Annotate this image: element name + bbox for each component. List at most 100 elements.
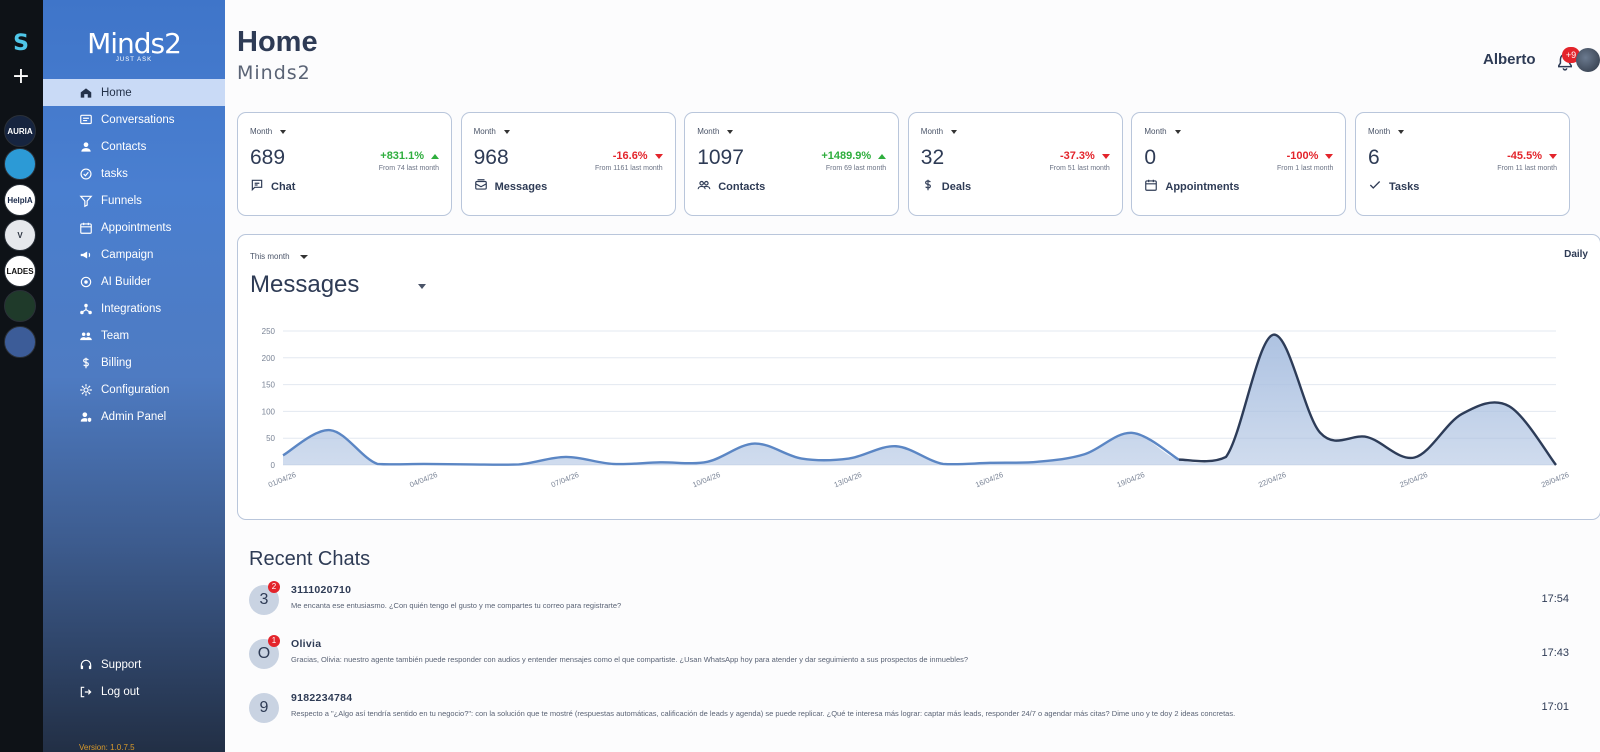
period-select[interactable]: Month xyxy=(1368,127,1405,136)
sidebar-item-billing[interactable]: Billing xyxy=(43,349,225,376)
stat-cards: Month 689 +831.1% From 74 last month Chat Mon… xyxy=(237,112,1600,216)
brand-name: Minds2 xyxy=(87,27,182,60)
sidebar-item-label: Log out xyxy=(101,685,140,698)
stat-label: Tasks xyxy=(1368,178,1419,195)
version-label: Version: 1.0.7.5 xyxy=(79,743,135,752)
stat-label-text: Contacts xyxy=(718,180,766,193)
sidebar-item-label: Home xyxy=(101,86,132,99)
stat-delta: +1489.9% xyxy=(821,150,887,162)
dollar-icon xyxy=(79,356,93,370)
period-select[interactable]: Month xyxy=(1144,127,1181,136)
period-select[interactable]: Month xyxy=(921,127,958,136)
chat-time: 17:54 xyxy=(1541,593,1569,605)
granularity-toggle[interactable]: Daily xyxy=(1564,249,1588,260)
sidebar-item-conversations[interactable]: Conversations xyxy=(43,106,225,133)
stat-comparison: From 1161 last month xyxy=(595,165,663,172)
trend-down-icon xyxy=(1101,153,1110,159)
calendar-icon xyxy=(79,221,93,235)
sidebar-item-label: Admin Panel xyxy=(101,410,167,423)
workspace-avatar[interactable]: LADES xyxy=(4,255,36,287)
stat-value: 32 xyxy=(920,146,945,169)
stat-comparison: From 51 last month xyxy=(1049,165,1110,172)
add-workspace-button[interactable]: + xyxy=(11,64,31,89)
stat-value: 968 xyxy=(473,146,509,169)
stat-card-messages[interactable]: Month 968 -16.6% From 1161 last month Messag… xyxy=(460,112,676,216)
stat-delta-value: +1489.9% xyxy=(821,150,872,162)
area-fill xyxy=(283,334,1556,465)
stat-label: Appointments xyxy=(1144,178,1239,195)
stat-comparison: From 69 last month xyxy=(825,165,887,172)
chat-time: 17:01 xyxy=(1541,701,1569,713)
stat-delta-value: -45.5% xyxy=(1507,150,1542,162)
brand-logo[interactable]: Minds2 JUST ASK xyxy=(43,27,225,64)
stat-label-text: Tasks xyxy=(1389,180,1420,193)
conversations-icon xyxy=(79,113,93,127)
y-tick-label: 100 xyxy=(262,407,276,416)
avatar[interactable] xyxy=(1576,48,1600,72)
chat-list-item[interactable]: 3 2 3111020710 Me encanta ese entusiasmo. ¿… xyxy=(249,581,1569,628)
workspace-rail: S + AURIA HelpIA V LADES xyxy=(0,0,43,752)
stat-card-deals[interactable]: Month 32 -37.3% From 51 last month Deals xyxy=(907,112,1123,216)
chevron-down-icon xyxy=(1174,129,1181,134)
sidebar-item-label: Campaign xyxy=(101,248,154,261)
workspace-avatar[interactable]: AURIA xyxy=(4,115,36,147)
stat-label: Contacts xyxy=(697,178,765,195)
sidebar-item-configuration[interactable]: Configuration xyxy=(43,376,225,403)
sidebar-item-admin-panel[interactable]: Admin Panel xyxy=(43,403,225,430)
sidebar-item-integrations[interactable]: Integrations xyxy=(43,295,225,322)
chevron-down-icon xyxy=(1398,129,1405,134)
page-title: Home xyxy=(237,26,318,58)
sidebar-item-appointments[interactable]: Appointments xyxy=(43,214,225,241)
stat-delta: +831.1% xyxy=(380,150,439,162)
stat-delta: -45.5% xyxy=(1507,150,1557,162)
sidebar-item-tasks[interactable]: tasks xyxy=(43,160,225,187)
range-select[interactable]: This month xyxy=(250,252,308,261)
sidebar-item-funnels[interactable]: Funnels xyxy=(43,187,225,214)
period-label: Month xyxy=(1144,127,1167,136)
user-name[interactable]: Alberto xyxy=(1483,51,1536,68)
sidebar-nav: Home Conversations Contacts tasks Funnels App… xyxy=(43,79,225,430)
stat-value: 1097 xyxy=(697,146,744,169)
sidebar-item-campaign[interactable]: Campaign xyxy=(43,241,225,268)
messages-chart: 0 50 100 150 200 250 01/04/26 04/04/26 07/04/26 1… xyxy=(262,327,1571,489)
stat-card-contacts[interactable]: Month 1097 +1489.9% From 69 last month Conta… xyxy=(684,112,900,216)
chat-name: 3111020710 xyxy=(291,584,352,596)
workspace-avatar[interactable]: V xyxy=(4,219,36,251)
workspace-avatar[interactable] xyxy=(4,326,36,358)
period-label: Month xyxy=(473,127,496,136)
trend-down-icon xyxy=(654,153,663,159)
stat-label-text: Messages xyxy=(494,180,548,193)
sidebar-item-home[interactable]: Home xyxy=(43,79,225,106)
stat-card-appointments[interactable]: Month 0 -100% From 1 last month Appointments xyxy=(1131,112,1347,216)
metric-select[interactable]: Messages xyxy=(250,271,360,298)
stat-delta-value: +831.1% xyxy=(380,150,424,162)
chevron-down-icon[interactable] xyxy=(418,284,426,289)
workspace-avatar[interactable] xyxy=(4,290,36,322)
stat-card-chat[interactable]: Month 689 +831.1% From 74 last month Chat xyxy=(237,112,452,216)
stat-label-text: Appointments xyxy=(1165,180,1240,193)
period-select[interactable]: Month xyxy=(697,127,734,136)
calendar-icon xyxy=(1144,178,1165,195)
avatar: O xyxy=(249,639,279,669)
workspace-avatar[interactable]: HelpIA xyxy=(4,184,36,216)
x-tick-label: 04/04/26 xyxy=(408,470,438,489)
stat-delta-value: -16.6% xyxy=(612,150,648,162)
period-select[interactable]: Month xyxy=(474,127,510,136)
sidebar-item-contacts[interactable]: Contacts xyxy=(43,133,225,160)
sidebar-item-log-out[interactable]: Log out xyxy=(43,678,225,705)
period-select[interactable]: Month xyxy=(250,127,287,136)
sidebar-item-label: Contacts xyxy=(101,140,147,153)
avatar: 9 xyxy=(249,693,279,723)
sidebar-item-support[interactable]: Support xyxy=(43,651,225,678)
chat-list-item[interactable]: O 1 Olivia Gracias, Olivia: nuestro agente … xyxy=(249,635,1569,682)
stat-card-tasks[interactable]: Month 6 -45.5% From 11 last month Tasks xyxy=(1355,112,1570,216)
workspace-avatar[interactable] xyxy=(4,148,36,180)
sidebar-item-ai-builder[interactable]: AI Builder xyxy=(43,268,225,295)
person-icon xyxy=(79,140,93,154)
x-tick-label: 19/04/26 xyxy=(1116,470,1146,489)
chat-list-item[interactable]: 9 9182234784 Respecto a "¿Algo así tendría… xyxy=(249,692,1569,736)
chevron-down-icon xyxy=(299,254,308,259)
app-logo-icon[interactable]: S xyxy=(13,31,29,56)
sidebar-item-label: Billing xyxy=(101,356,132,369)
sidebar-item-team[interactable]: Team xyxy=(43,322,225,349)
